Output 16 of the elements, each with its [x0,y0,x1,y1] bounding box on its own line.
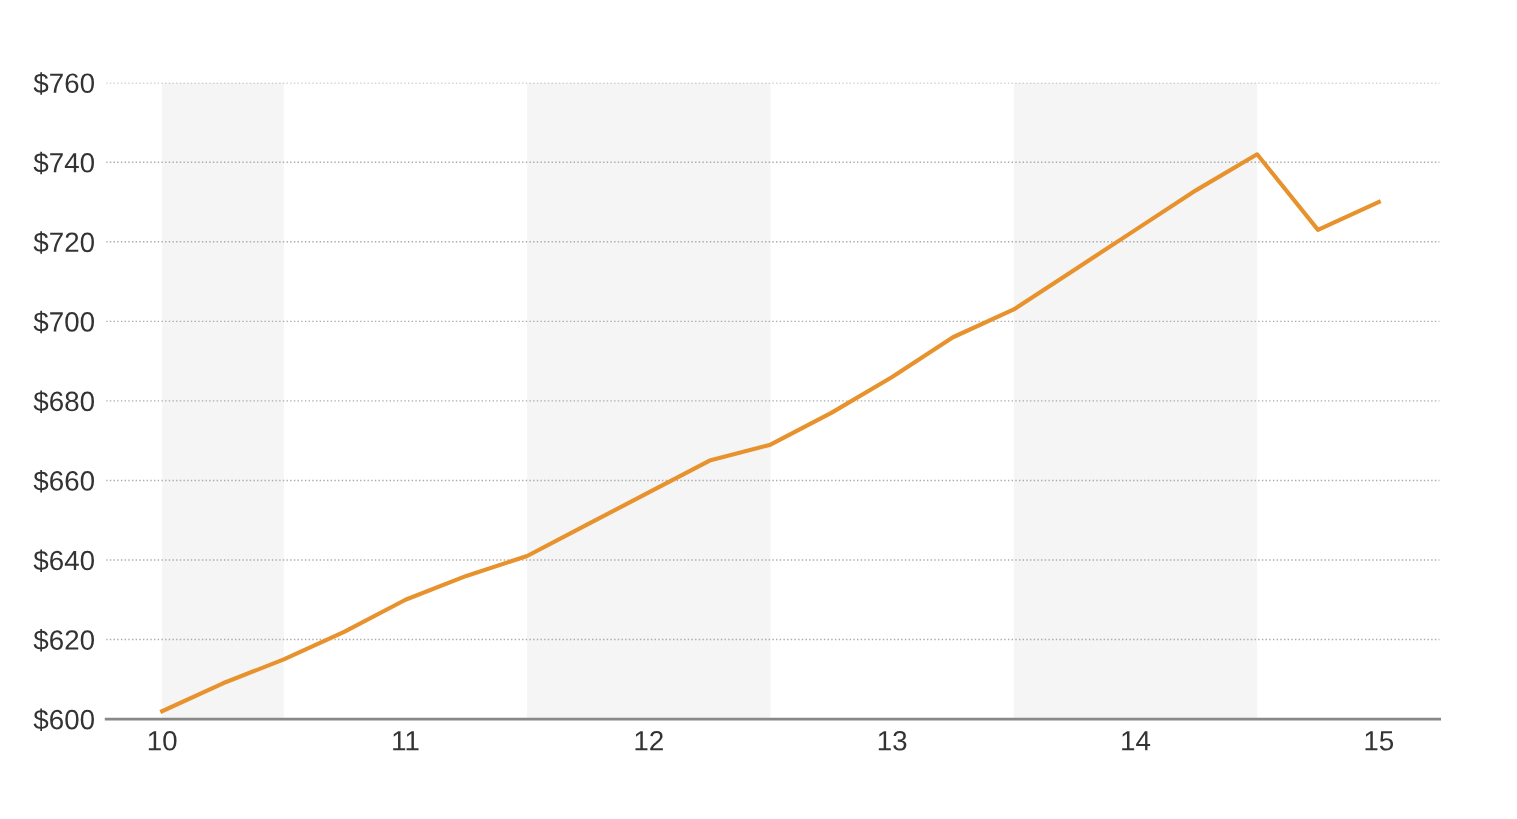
x-tick-label: 14 [1122,731,1151,751]
x-tick-label: 13 [878,730,907,751]
y-tick-label: $760 [33,72,94,95]
x-tick-label: 15 [1365,731,1394,751]
y-tick-label: $600 [33,708,94,732]
y-tick-label: $700 [33,310,94,334]
line-series [160,152,1381,714]
y-tick-label: $720 [33,231,94,254]
x-tick-label: 11 [393,731,419,751]
y-tick-label: $660 [33,469,94,493]
x-tick-label: 12 [635,730,663,751]
y-tick-label: $620 [33,629,94,652]
y-tick-label: $640 [33,549,94,572]
x-tick-label: 10 [148,730,177,751]
y-tick-label: $740 [33,151,94,175]
y-tick-label: $680 [33,390,94,413]
